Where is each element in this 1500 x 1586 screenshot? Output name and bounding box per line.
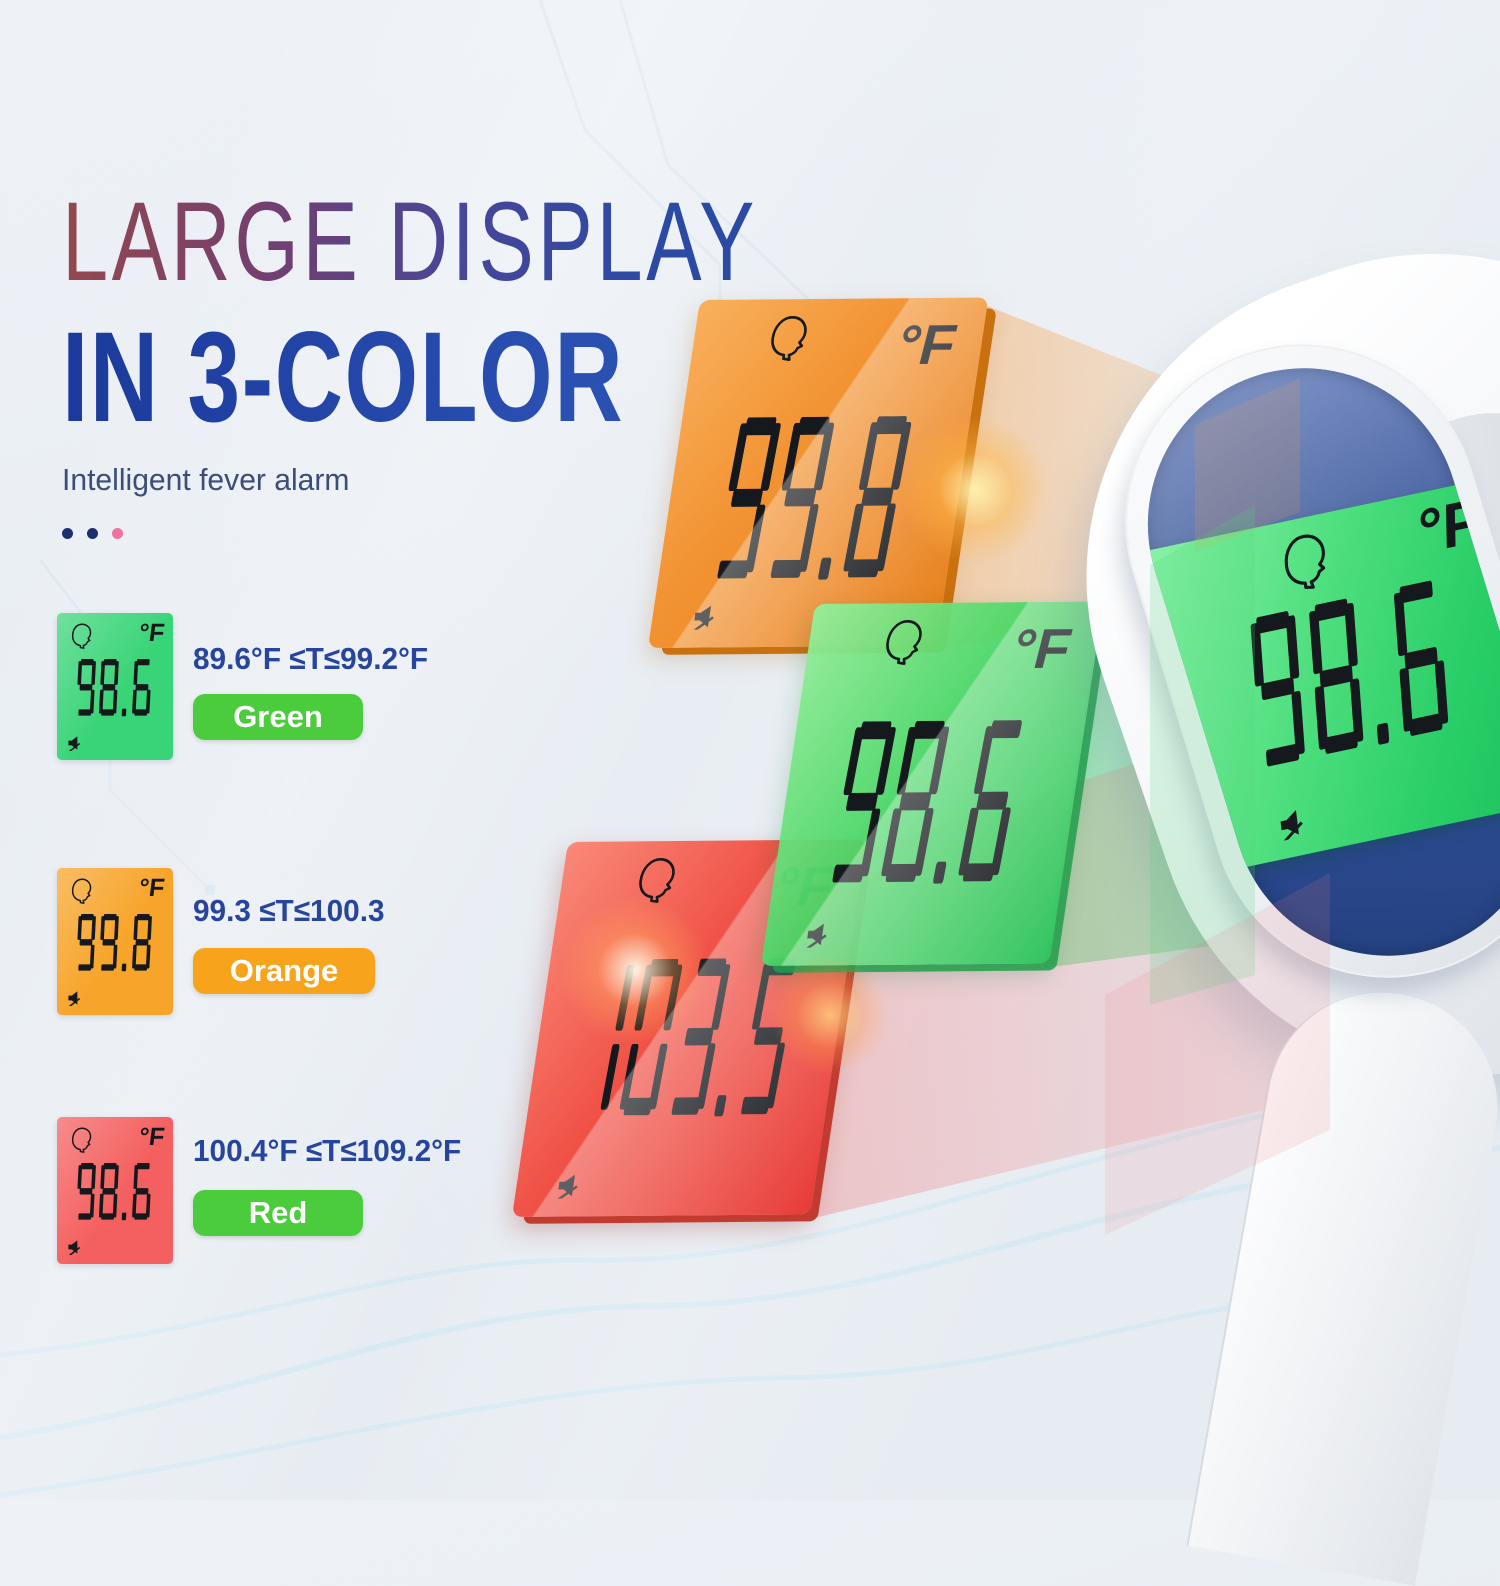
- head-profile-icon: [69, 877, 95, 905]
- page-subtitle: Intelligent fever alarm: [62, 462, 350, 497]
- color-pill-red: Red: [193, 1190, 363, 1236]
- range-text-orange: 99.3 ≤T≤100.3: [193, 893, 385, 928]
- head-profile-icon: [763, 313, 817, 363]
- mini-lcd-red: °F: [57, 1117, 173, 1264]
- head-profile-icon: [69, 622, 95, 650]
- dot-navy-1: [62, 528, 73, 539]
- dot-pink: [112, 528, 123, 539]
- range-text-red: 100.4°F ≤T≤109.2°F: [193, 1133, 462, 1168]
- mute-speaker-icon: [67, 1239, 83, 1257]
- color-pill-orange: Orange: [193, 948, 375, 994]
- mute-speaker-icon: [691, 603, 721, 632]
- mute-speaker-icon: [67, 735, 83, 753]
- mute-speaker-icon: [67, 990, 83, 1008]
- lcd-digits: [817, 720, 1042, 887]
- head-profile-icon: [69, 1126, 95, 1154]
- page-title-line2: IN 3-COLOR: [62, 306, 625, 449]
- lcd-digits: [72, 659, 158, 717]
- range-text-green: 89.6°F ≤T≤99.2°F: [193, 641, 429, 676]
- mute-speaker-icon: [555, 1172, 585, 1201]
- display-panel-green: °F: [760, 601, 1104, 966]
- head-profile-icon: [878, 617, 932, 667]
- dot-navy-2: [87, 528, 98, 539]
- beam-overlays: [1105, 378, 1330, 1235]
- color-pill-green: Green: [193, 694, 363, 740]
- mini-lcd-orange: °F: [57, 868, 173, 1015]
- lcd-digits: [72, 1163, 158, 1221]
- mini-lcd-green: °F: [57, 613, 173, 760]
- mute-speaker-icon: [804, 921, 834, 950]
- lcd-digits: [72, 914, 158, 972]
- decor-dots: [62, 528, 123, 539]
- page-title-line1: LARGE DISPLAY: [62, 179, 759, 304]
